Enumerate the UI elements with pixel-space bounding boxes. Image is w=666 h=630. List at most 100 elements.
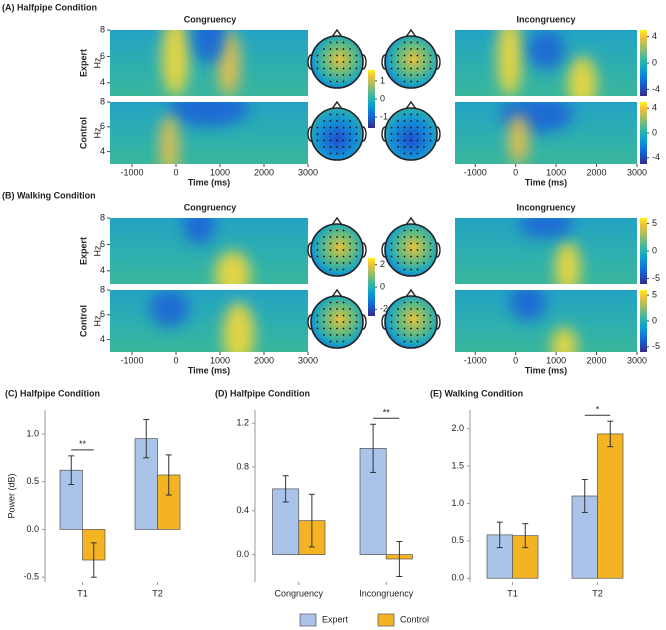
electrode	[355, 314, 358, 317]
y-tick-label: 2.0	[451, 423, 464, 433]
electrode	[329, 41, 332, 44]
electrode	[323, 321, 325, 323]
electrode	[323, 133, 325, 135]
electrode	[316, 54, 319, 57]
x-tick-label: -1000	[120, 355, 143, 365]
electrode	[416, 126, 419, 129]
y-axis-label: Hz	[92, 245, 102, 256]
electrode	[410, 229, 412, 232]
x-tick-label: 2000	[587, 355, 607, 365]
electrode	[342, 314, 345, 317]
electrode	[416, 255, 419, 258]
electrode	[336, 314, 338, 317]
electrode	[397, 334, 399, 336]
electrode	[336, 48, 338, 50]
electrode	[342, 340, 345, 343]
electrode	[355, 126, 358, 129]
electrode	[329, 74, 332, 76]
x-tick-label: 0	[513, 167, 518, 177]
electrode	[423, 74, 425, 76]
y-tick-label: 0.0	[26, 524, 39, 534]
electrode	[342, 80, 345, 83]
electrode	[342, 67, 345, 70]
electrode	[416, 139, 419, 142]
electrode	[410, 41, 412, 44]
y-axis-label: Hz	[92, 57, 102, 68]
electrode	[429, 54, 432, 57]
y-tick-label: 8	[100, 24, 105, 34]
electrode	[336, 126, 338, 129]
panel-label: (A) Halfpipe Condition	[2, 2, 97, 12]
electrode	[329, 133, 332, 135]
x-tick-label: 1000	[210, 355, 230, 365]
electrode	[410, 74, 412, 76]
map-blob	[161, 30, 190, 96]
electrode	[423, 139, 425, 142]
y-tick-label: 4	[100, 77, 105, 87]
electrode	[329, 301, 332, 304]
colorbar-label: 5	[652, 218, 657, 228]
map-blob	[222, 302, 255, 352]
electrode	[329, 146, 332, 148]
y-tick-label: 8	[100, 96, 105, 106]
electrode	[342, 120, 345, 122]
electrode	[403, 126, 406, 129]
electrode	[397, 133, 399, 135]
electrode	[397, 321, 399, 323]
electrode	[316, 67, 319, 70]
electrode	[316, 327, 319, 330]
y-tick-label: 0.0	[236, 549, 249, 559]
electrode	[423, 308, 425, 310]
significance-label: *	[596, 405, 600, 415]
x-tick-label: 3000	[627, 167, 647, 177]
electrode	[323, 74, 325, 76]
electrode	[336, 249, 338, 251]
colorbar-label: -4	[652, 84, 660, 94]
topo-nose	[405, 28, 417, 38]
electrode	[329, 113, 332, 116]
electrode	[342, 133, 345, 135]
topography	[381, 100, 441, 161]
colorbar	[640, 102, 647, 164]
electrode	[316, 61, 319, 63]
electrode	[329, 48, 332, 50]
electrode	[403, 48, 406, 50]
topography	[381, 216, 441, 277]
x-tick-label: T1	[507, 588, 518, 598]
significance-label: **	[79, 439, 87, 449]
chart-title: (E) Walking Condition	[430, 388, 523, 398]
electrode	[316, 139, 319, 142]
electrode	[329, 249, 332, 251]
electrode	[390, 255, 393, 258]
x-tick-label: 2000	[254, 167, 274, 177]
electrode	[403, 74, 406, 76]
colorbar	[640, 218, 647, 284]
electrode	[410, 152, 412, 155]
electrode	[342, 48, 345, 50]
y-axis-label: Hz	[92, 127, 102, 138]
electrode	[397, 48, 399, 50]
electrode	[336, 262, 338, 264]
electrode	[397, 236, 399, 238]
electrode	[403, 268, 406, 271]
electrode	[342, 301, 345, 304]
electrode	[329, 314, 332, 317]
electrode	[397, 61, 399, 63]
significance-label: **	[383, 408, 391, 418]
map-background	[455, 290, 637, 352]
electrode	[349, 249, 351, 251]
column-title: Incongruency	[516, 202, 575, 212]
colorbar-label: -4	[652, 152, 660, 162]
electrode	[342, 249, 345, 251]
electrode	[429, 61, 432, 63]
electrode	[416, 301, 419, 304]
electrode	[355, 242, 358, 245]
electrode	[342, 61, 345, 63]
electrode	[423, 327, 425, 330]
electrode	[323, 120, 325, 122]
x-tick-label: 0	[173, 167, 178, 177]
electrode	[349, 308, 351, 310]
topography	[307, 100, 367, 161]
electrode	[403, 242, 406, 245]
map-blob	[551, 327, 577, 352]
